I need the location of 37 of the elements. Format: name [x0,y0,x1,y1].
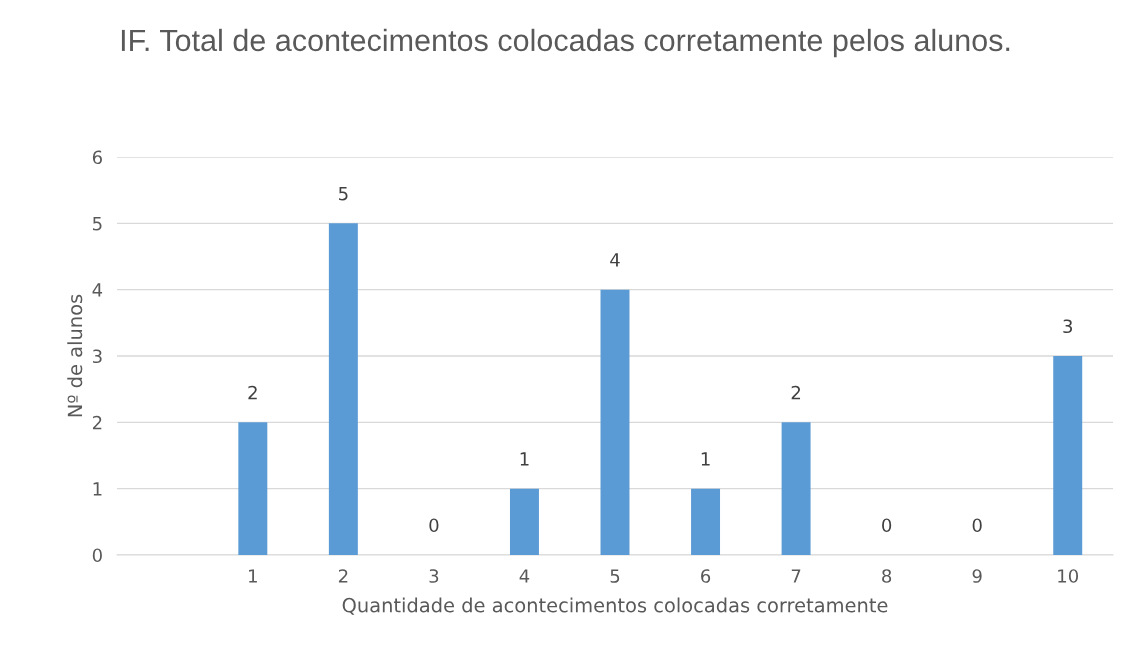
x-tick-label: 8 [882,569,892,583]
data-label: 5 [339,186,348,201]
data-label: 1 [520,452,529,466]
bar [509,488,539,555]
y-axis-title: Nº de alunos [67,294,83,417]
x-tick-label: 7 [791,569,801,583]
y-tick-label: 2 [92,415,102,430]
x-tick-label: 4 [519,569,530,583]
y-tick-label: 1 [93,482,102,496]
data-label: 2 [791,385,801,400]
y-tick-label: 3 [93,349,102,364]
x-tick-label: 1 [249,569,257,583]
x-tick-label: 9 [972,569,982,583]
bar [328,223,358,555]
x-tick-label: 3 [429,569,439,583]
y-tick-label: 4 [92,283,103,297]
data-label: 4 [610,253,620,267]
data-label: 2 [248,385,257,400]
x-tick-label: 2 [338,569,348,583]
y-tick-label: 6 [92,150,102,165]
x-axis-title: Quantidade de acontecimentos colocadas corretamente [342,597,888,615]
bar [1053,356,1083,555]
x-tick-label: 6 [701,569,711,583]
x-tick-label: 10 [1058,569,1079,583]
chart-title: IF. Total de acontecimentos colocadas corretamente pelos alunos. [121,28,1010,58]
data-label: 3 [1063,319,1073,334]
bar [238,422,268,555]
x-tick-label: 5 [610,569,620,583]
bar [691,488,721,555]
data-label: 0 [429,518,439,533]
data-label: 0 [972,518,982,533]
y-tick-label: 0 [92,548,102,563]
bar [781,422,811,555]
y-tick-label: 5 [93,217,102,231]
bar [600,289,630,555]
data-label: 1 [701,452,710,466]
data-label: 0 [882,518,892,533]
